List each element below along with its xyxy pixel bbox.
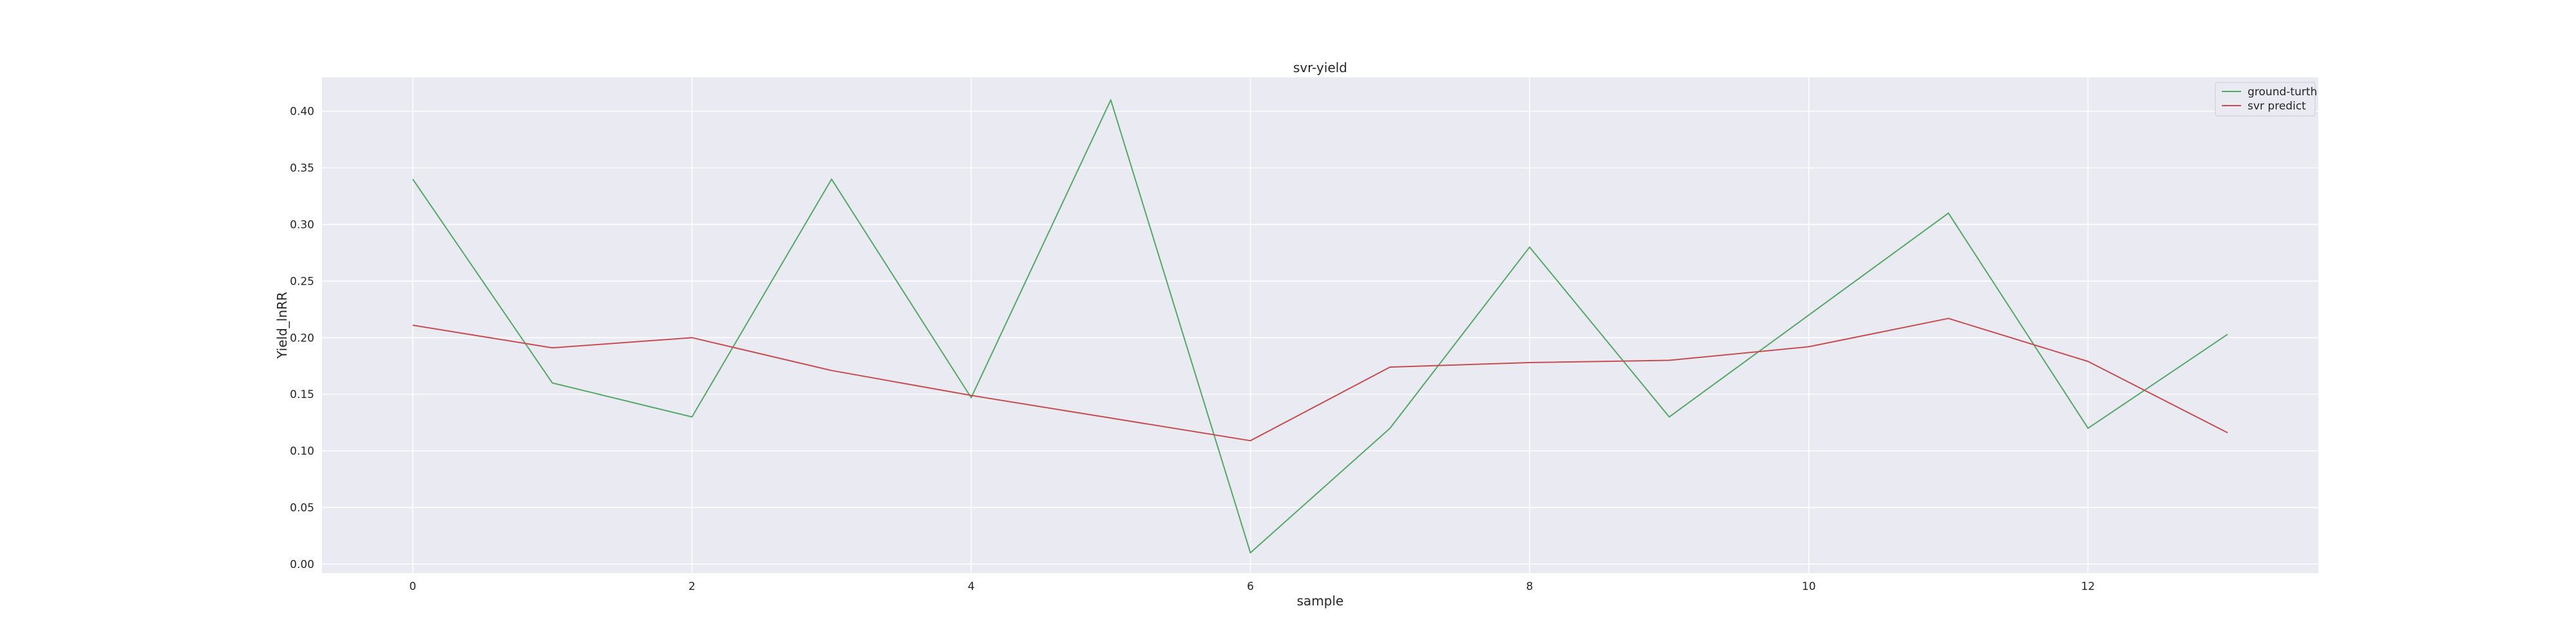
legend: ground-turth svr predict [2215, 82, 2317, 117]
x-tick-label: 10 [1802, 580, 1816, 593]
x-tick-label: 2 [688, 580, 696, 593]
y-tick-label: 0.25 [290, 275, 314, 288]
y-tick-label: 0.30 [290, 219, 314, 232]
y-tick-label: 0.05 [290, 502, 314, 515]
legend-label-svr-predict: svr predict [2248, 100, 2306, 113]
y-tick-label: 0.00 [290, 558, 314, 571]
y-axis-title: Yield_lnRR [274, 292, 290, 359]
y-tick-label: 0.20 [290, 332, 314, 345]
x-axis-title: sample [1297, 593, 1344, 609]
y-tick-label: 0.35 [290, 162, 314, 175]
x-tick-label: 0 [409, 580, 416, 593]
series-line-svr-predict [412, 317, 2228, 442]
chart-title: svr-yield [1293, 60, 1347, 75]
grid-lines [322, 77, 2318, 573]
series-layer [412, 99, 2228, 554]
x-tick-label: 12 [2081, 580, 2095, 593]
series-line-ground-turth [412, 99, 2228, 554]
y-tick-label: 0.15 [290, 388, 314, 401]
x-tick-label: 8 [1526, 580, 1533, 593]
y-tick-label: 0.40 [290, 106, 314, 118]
y-tick-label: 0.10 [290, 445, 314, 458]
legend-label-ground-turth: ground-turth [2248, 86, 2317, 99]
plot-area [322, 77, 2318, 573]
x-tick-label: 4 [968, 580, 975, 593]
tick-labels: 0.00 0.05 0.10 0.15 0.20 0.25 0.30 0.35 0.40 0 2 4 6… [290, 106, 2095, 593]
x-tick-label: 6 [1247, 580, 1254, 593]
